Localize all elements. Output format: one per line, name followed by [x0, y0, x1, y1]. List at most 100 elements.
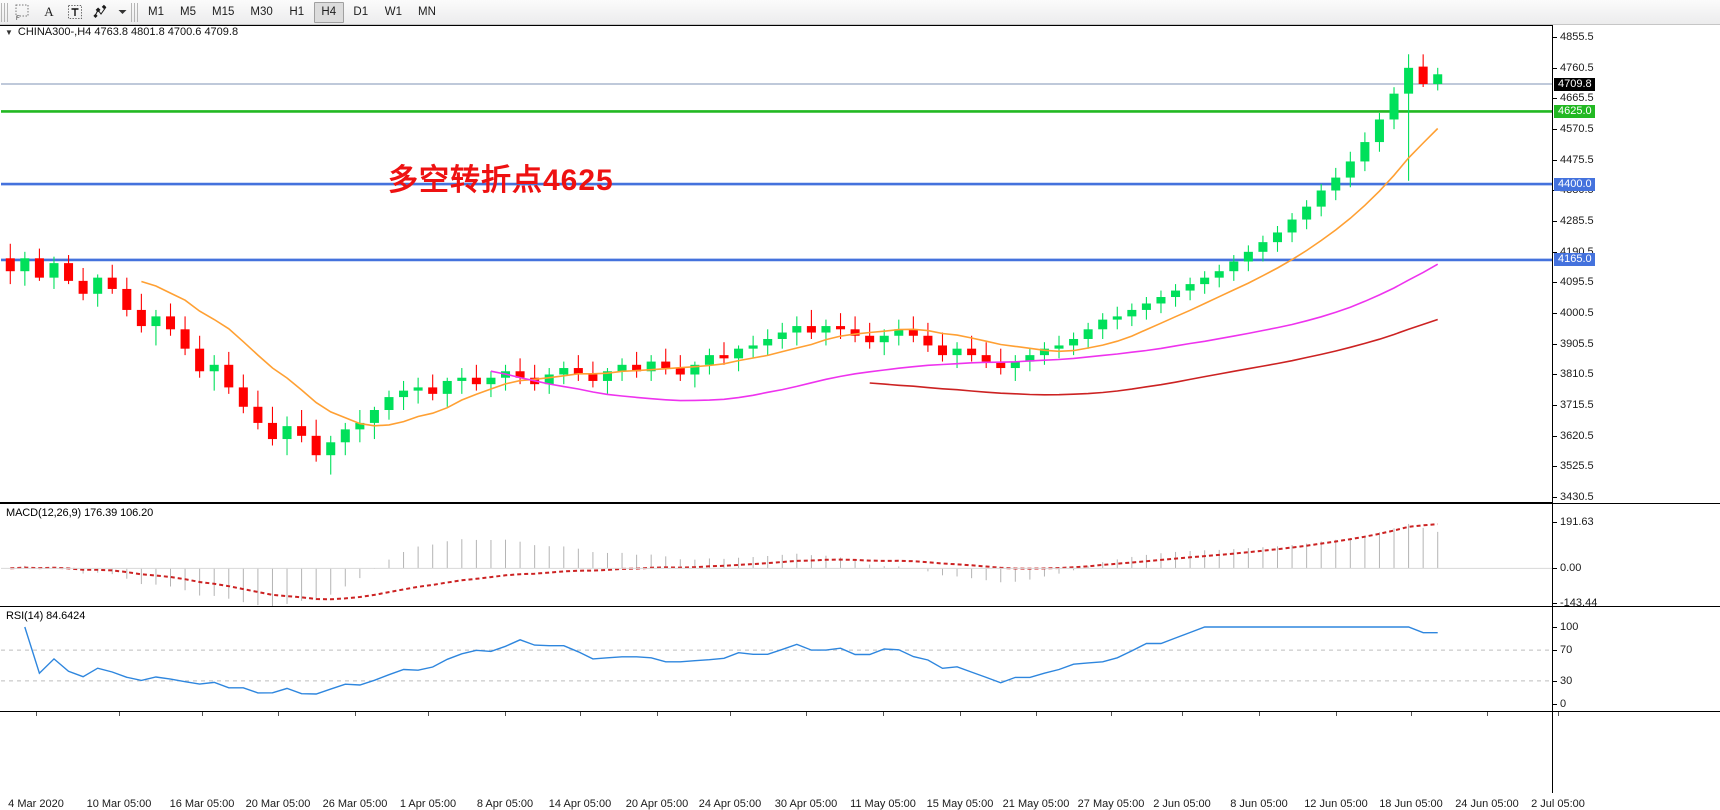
- candle-body: [908, 329, 918, 336]
- candle-body: [1331, 177, 1341, 191]
- price-tick-label: 4760.5: [1560, 61, 1594, 74]
- price-tickmark: [1553, 37, 1557, 38]
- macd-tickmark: [1553, 603, 1557, 604]
- candle-body: [1171, 290, 1181, 298]
- timeframe-d1[interactable]: D1: [353, 6, 369, 18]
- rsi-plot-region[interactable]: [1, 607, 1552, 711]
- price-tickmark: [1553, 466, 1557, 468]
- candle-body: [777, 332, 787, 339]
- timeframe-mn[interactable]: MN: [418, 6, 436, 18]
- candle-body: [151, 316, 161, 327]
- rsi-tick-label: 30: [1560, 674, 1573, 687]
- timeframe-w1[interactable]: W1: [384, 6, 402, 18]
- candle-body: [1302, 206, 1312, 220]
- candle-body: [952, 348, 962, 356]
- green-level-tag[interactable]: 4625.0: [1554, 104, 1595, 118]
- time-axis-tick: [278, 712, 279, 716]
- time-axis-label: 1 Apr 05:00: [399, 798, 457, 810]
- candle-body: [297, 426, 307, 436]
- time-axis-label: 16 Mar 05:00: [169, 798, 235, 810]
- timeframe-h1[interactable]: H1: [289, 6, 305, 18]
- crosshair-icon[interactable]: F: [11, 2, 35, 23]
- time-axis-tick: [1487, 712, 1488, 716]
- candle-body: [1098, 319, 1108, 330]
- timeframe-m15[interactable]: M15: [212, 6, 235, 18]
- candle-body: [165, 316, 176, 330]
- candle-body: [195, 348, 205, 372]
- time-axis-corner: [1552, 712, 1720, 793]
- macd-tickmark: [1553, 522, 1557, 523]
- candle-body: [734, 348, 744, 359]
- rsi-tickmark: [1553, 680, 1557, 682]
- timeframe-m30[interactable]: M30: [250, 6, 273, 18]
- candle-body: [5, 258, 15, 272]
- time-axis-label: 27 May 05:00: [1077, 798, 1145, 810]
- last-price-tag[interactable]: 4709.8: [1554, 77, 1595, 91]
- price-tick-label: 3620.5: [1560, 429, 1594, 442]
- candle-body: [1360, 142, 1370, 162]
- candle-body: [967, 348, 977, 356]
- price-tick-label: 4285.5: [1560, 215, 1594, 227]
- indicators-icon[interactable]: [89, 2, 113, 23]
- price-plot-region[interactable]: [1, 25, 1552, 503]
- rsi-scale[interactable]: 100 70 30 0: [1552, 607, 1720, 711]
- candle-body: [1127, 309, 1137, 317]
- time-axis-label: 8 Apr 05:00: [476, 798, 534, 810]
- timeframe-h4[interactable]: H4: [313, 1, 344, 23]
- candle-body: [399, 390, 409, 398]
- price-tickmark: [1553, 282, 1557, 284]
- time-axis-label: 8 Jun 05:00: [1230, 798, 1288, 810]
- candle-body: [107, 277, 117, 289]
- indicators-dropdown-caret[interactable]: [115, 2, 129, 23]
- candle-body: [1389, 93, 1399, 120]
- price-tick-label: 4665.5: [1560, 92, 1594, 105]
- price-scale[interactable]: 4855.54760.54665.54570.54475.54380.54285…: [1552, 25, 1720, 503]
- candle-body: [238, 387, 248, 407]
- candle-body: [282, 426, 292, 440]
- timeframe-group-handle[interactable]: [131, 2, 138, 22]
- text-label-icon[interactable]: A: [44, 4, 54, 19]
- price-tick-label: 4475.5: [1560, 153, 1594, 166]
- candle-body: [923, 335, 933, 346]
- candle-body: [1200, 277, 1210, 285]
- candle-body: [1418, 66, 1428, 85]
- time-axis-tick: [960, 712, 961, 716]
- ma-red-line: [869, 318, 1438, 396]
- candle-body: [719, 355, 729, 359]
- time-axis-tick: [657, 712, 658, 716]
- rsi-line: [24, 626, 1438, 695]
- price-tickmark: [1553, 221, 1557, 222]
- candle-body: [675, 368, 685, 375]
- blue-level-tag-lower[interactable]: 4165.0: [1554, 253, 1595, 267]
- timeframe-m5[interactable]: M5: [180, 6, 196, 18]
- candle-body: [355, 422, 365, 430]
- candle-body: [588, 374, 598, 381]
- price-tickmark: [1553, 67, 1557, 69]
- candle-body: [326, 442, 336, 456]
- price-tickmark: [1553, 497, 1557, 498]
- text-box-icon[interactable]: [63, 2, 87, 23]
- chart-area[interactable]: ▼ CHINA300-,H4 4763.8 4801.8 4700.6 4709…: [0, 25, 1720, 810]
- rsi-pane[interactable]: RSI(14) 84.6424 100 70 30 0: [0, 606, 1720, 711]
- blue-level-tag-upper[interactable]: 4400.0: [1554, 177, 1595, 191]
- macd-scale[interactable]: 191.63 0.00 -143.44: [1552, 504, 1720, 609]
- candle-body: [311, 435, 321, 456]
- toolbar-drag-handle[interactable]: [1, 2, 8, 22]
- candle-body: [573, 368, 583, 375]
- candle-body: [253, 406, 263, 423]
- time-axis-tick: [1336, 712, 1337, 716]
- rsi-tickmark: [1553, 704, 1557, 705]
- candle-body: [1258, 242, 1268, 252]
- macd-pane[interactable]: MACD(12,26,9) 176.39 106.20 191.63 0.00 -1…: [0, 503, 1720, 609]
- candle-body: [1083, 329, 1093, 339]
- time-axis[interactable]: 4 Mar 2020 10 Mar 05:00 16 Mar 05:00 20 Mar…: [0, 711, 1720, 810]
- time-axis-tick: [1558, 712, 1559, 716]
- macd-plot-region[interactable]: [1, 504, 1552, 606]
- candle-body: [1404, 67, 1414, 94]
- timeframe-m1[interactable]: M1: [148, 6, 164, 18]
- price-tick-label: 3905.5: [1560, 337, 1594, 350]
- price-pane[interactable]: 多空转折点4625 4855.5 4760.5 4665.5 4570.5 4475.5…: [0, 25, 1720, 503]
- time-axis-label: 11 May 05:00: [850, 798, 916, 810]
- candle-body: [384, 397, 394, 411]
- chevron-down-icon[interactable]: ▼: [5, 27, 13, 37]
